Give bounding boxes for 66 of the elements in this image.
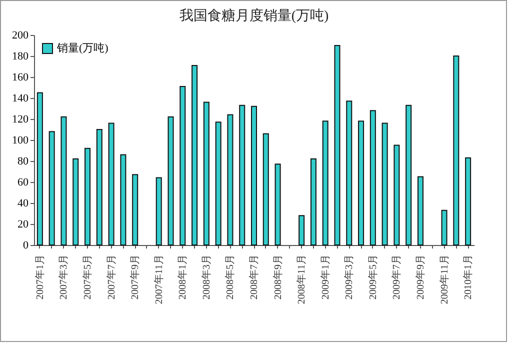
x-tick-label: 2008年11月	[296, 254, 308, 304]
bar	[453, 56, 460, 246]
bar	[298, 215, 305, 246]
x-tick-label: 2009年11月	[438, 254, 450, 304]
bar	[465, 157, 472, 246]
bar	[251, 106, 257, 246]
bar	[108, 122, 114, 246]
y-tick-label: 140	[12, 92, 29, 104]
bar	[346, 100, 352, 246]
y-tick-label: 0	[23, 240, 29, 252]
chart-title: 我国食糖月度销量(万吨)	[179, 8, 329, 24]
x-tick-label: 2008年9月	[272, 254, 284, 300]
y-tick-label: 160	[12, 72, 29, 84]
x-tick-label: 2007年3月	[58, 254, 70, 300]
y-tick-label: 60	[18, 176, 29, 188]
x-tick-label: 2007年9月	[129, 254, 142, 300]
bar	[132, 174, 138, 246]
bar	[48, 131, 55, 246]
bar	[274, 164, 281, 246]
bar	[406, 104, 412, 246]
bar	[96, 129, 102, 246]
y-tick-label: 100	[12, 134, 29, 146]
x-tick-label: 2007年5月	[82, 254, 94, 300]
x-tick-label: 2009年1月	[319, 254, 332, 300]
bar	[417, 176, 424, 246]
y-tick-label: 40	[18, 198, 29, 210]
x-tick-label: 2007年1月	[34, 254, 46, 300]
bar	[262, 133, 269, 246]
bar	[227, 114, 234, 246]
x-tick-label: 2010年1月	[462, 254, 474, 300]
bar	[60, 116, 67, 246]
y-tick-label: 180	[12, 50, 29, 62]
bar	[239, 104, 246, 246]
bar	[334, 45, 340, 246]
bar	[394, 144, 400, 246]
bar	[215, 122, 222, 246]
bar	[36, 92, 43, 246]
bar	[310, 158, 316, 246]
bar	[441, 210, 448, 246]
bar	[156, 177, 162, 246]
x-tick-label: 2007年7月	[105, 254, 118, 300]
x-tick-label: 2009年7月	[390, 254, 403, 300]
y-tick-label: 80	[18, 156, 29, 168]
x-tick-label: 2008年5月	[224, 254, 236, 300]
y-tick-label: 20	[18, 218, 29, 230]
legend-label: 销量(万吨)	[56, 42, 109, 54]
bar	[203, 102, 210, 246]
x-tick-label: 2007年11月	[152, 254, 165, 304]
bar	[84, 148, 91, 246]
bar	[358, 120, 364, 246]
bar	[322, 120, 328, 246]
bar	[168, 116, 174, 246]
bar	[370, 110, 376, 246]
x-tick-label: 2009年3月	[343, 254, 356, 300]
x-tick-label: 2008年7月	[248, 254, 260, 300]
bar	[120, 154, 126, 246]
x-tick-label: 2009年5月	[366, 254, 379, 300]
bar	[180, 86, 186, 246]
y-tick-label: 200	[12, 30, 29, 42]
x-tick-label: 2008年3月	[200, 254, 212, 300]
x-tick-label: 2009年9月	[414, 254, 426, 300]
x-tick-label: 2008年1月	[176, 254, 189, 300]
y-tick-label: 120	[12, 114, 29, 126]
bar	[382, 122, 388, 246]
bar	[192, 64, 198, 246]
bar	[72, 158, 79, 246]
